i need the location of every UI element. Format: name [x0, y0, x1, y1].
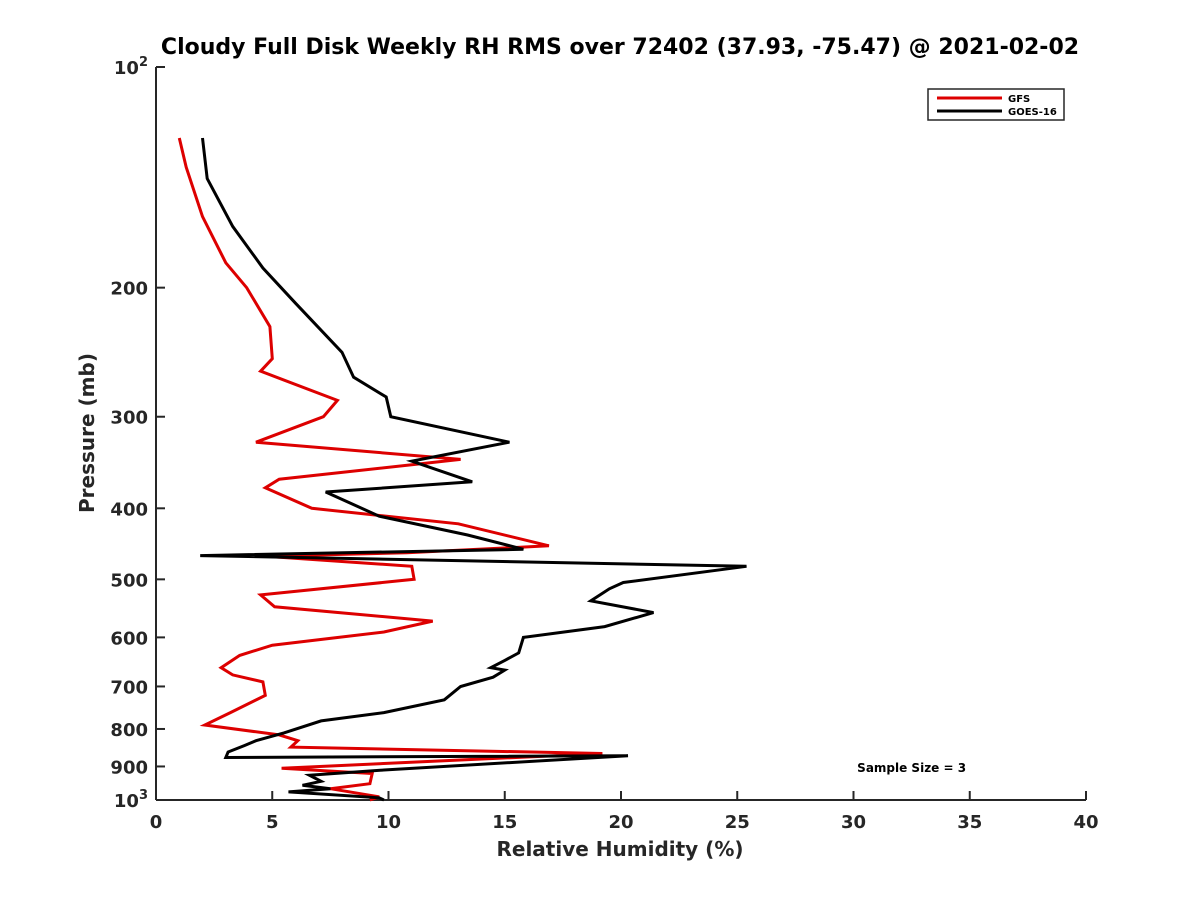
y-tick-label: 200: [110, 279, 148, 300]
chart-svg: Cloudy Full Disk Weekly RH RMS over 7240…: [0, 0, 1200, 900]
sample-size-annotation: Sample Size = 3: [857, 761, 966, 775]
y-tick-label-exponent: 2: [139, 55, 148, 70]
chart-background: [0, 0, 1200, 900]
annotations: Sample Size = 3: [857, 761, 966, 775]
y-tick-label: 800: [110, 720, 148, 741]
y-tick-label: 300: [110, 408, 148, 429]
x-axis-label: Relative Humidity (%): [496, 837, 743, 861]
y-tick-label-base: 10: [114, 791, 139, 812]
x-tick-label: 25: [725, 812, 750, 833]
y-tick-label-exponent: 3: [139, 788, 148, 803]
x-tick-label: 20: [608, 812, 633, 833]
legend-label-gfs: GFS: [1008, 94, 1030, 105]
y-tick-label: 700: [110, 677, 148, 698]
x-tick-label: 0: [150, 812, 163, 833]
y-tick-label: 600: [110, 628, 148, 649]
x-tick-label: 5: [266, 812, 279, 833]
x-tick-label: 35: [957, 812, 982, 833]
x-tick-label: 15: [492, 812, 517, 833]
y-tick-label: 400: [110, 499, 148, 520]
y-axis-label: Pressure (mb): [75, 353, 99, 513]
y-tick-label: 900: [110, 757, 148, 778]
y-tick-label-base: 10: [114, 58, 139, 79]
legend: GFS GOES-16: [928, 89, 1064, 120]
legend-label-goes-16: GOES-16: [1008, 107, 1057, 118]
x-tick-label: 30: [841, 812, 866, 833]
y-tick-label: 500: [110, 570, 148, 591]
x-tick-label: 40: [1073, 812, 1098, 833]
chart: Cloudy Full Disk Weekly RH RMS over 7240…: [0, 0, 1200, 900]
x-tick-label: 10: [376, 812, 401, 833]
chart-title: Cloudy Full Disk Weekly RH RMS over 7240…: [161, 35, 1079, 60]
